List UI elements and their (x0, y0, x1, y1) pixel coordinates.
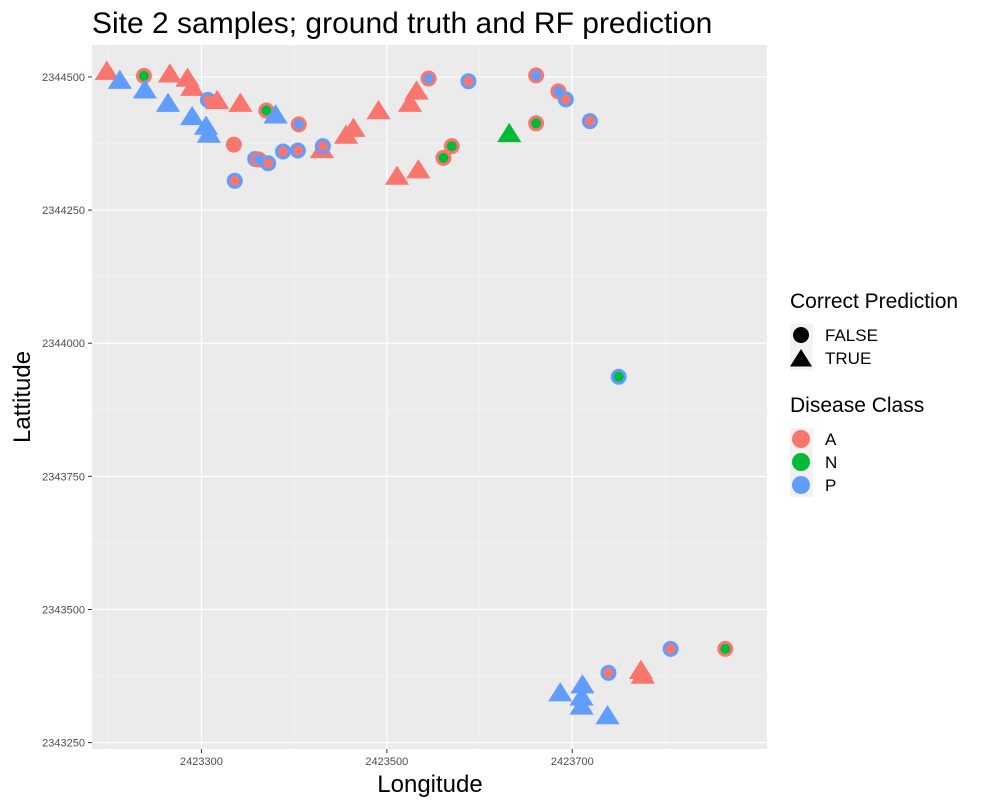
data-point-prediction (261, 105, 272, 116)
grid-lines (92, 45, 767, 749)
chart-title: Site 2 samples; ground truth and RF pred… (92, 7, 712, 40)
y-tick-label: 2343750 (42, 471, 85, 483)
data-point-prediction (438, 152, 449, 163)
legend-symbol-color (792, 430, 810, 448)
data-point-prediction (560, 94, 571, 105)
data-point-triangle (107, 69, 132, 89)
data-point-prediction (229, 175, 240, 186)
y-tick-label: 2344250 (42, 205, 85, 217)
data-point-triangle (205, 89, 230, 110)
data-point-triangle (548, 682, 573, 702)
data-point-prediction (317, 141, 328, 152)
data-point-triangle (404, 80, 429, 100)
legend-title: Disease Class (790, 394, 924, 417)
data-point-triangle (630, 664, 655, 684)
data-point-triangle (569, 695, 594, 715)
x-tick-label: 2423700 (551, 756, 594, 768)
data-point-triangle (228, 92, 253, 112)
data-point-triangle (406, 159, 431, 179)
data-point-triangle (180, 105, 205, 126)
data-point-prediction (531, 118, 542, 129)
y-tick-label: 2344000 (42, 338, 85, 350)
y-tick-label: 2343250 (42, 738, 85, 750)
data-point-prediction (446, 141, 457, 152)
legend-symbol-triangle (790, 349, 812, 367)
legend-symbol-color (792, 453, 810, 471)
y-tick-label: 2344500 (42, 72, 85, 84)
data-point-triangle (155, 92, 181, 112)
data-point-triangle (384, 165, 410, 185)
legend: Correct Prediction FALSE TRUE Disease Class… (790, 290, 958, 497)
data-point-triangle (397, 92, 423, 112)
data-point-prediction (603, 667, 614, 678)
legend-title: Correct Prediction (790, 290, 958, 313)
data-point-triangle (157, 63, 182, 83)
data-point-triangle (196, 123, 221, 143)
data-point-prediction (293, 119, 304, 130)
plot-panel (92, 45, 767, 749)
data-point-prediction (423, 73, 434, 84)
legend-symbol-color (792, 476, 810, 494)
legend-label: P (825, 476, 836, 495)
data-point-prediction (292, 145, 303, 156)
data-point-prediction (463, 76, 474, 87)
x-tick-label: 2423500 (365, 756, 408, 768)
data-point-prediction (584, 116, 595, 127)
data-point-triangle (570, 674, 595, 694)
data-point-prediction (263, 158, 274, 169)
data-point-prediction (278, 146, 289, 157)
y-tick-label: 2343500 (42, 604, 85, 616)
data-point-triangle (595, 704, 620, 725)
legend-label: N (825, 453, 837, 472)
data-point-prediction (228, 139, 239, 150)
legend-label: FALSE (825, 326, 878, 345)
data-point-triangle (341, 117, 366, 137)
data-point-prediction (531, 70, 542, 81)
data-point-triangle (497, 122, 522, 143)
data-points (94, 60, 734, 725)
data-point-prediction (613, 371, 624, 382)
data-point-triangle (132, 79, 157, 99)
axis-ticks: 2423300 2423500 2423700 2343250 2343500 23437… (42, 72, 594, 768)
data-point-prediction (665, 643, 676, 654)
data-point-prediction (138, 70, 149, 81)
data-point-triangle (366, 100, 391, 120)
data-point-triangle (180, 76, 205, 96)
x-tick-label: 2423300 (180, 756, 223, 768)
legend-label: TRUE (825, 349, 871, 368)
legend-label: A (825, 430, 837, 449)
legend-symbol-circle (793, 327, 809, 343)
y-axis-title: Lattitude (9, 351, 36, 443)
data-point-triangle (263, 104, 288, 124)
data-point-prediction (720, 643, 731, 654)
x-axis-title: Longitude (377, 771, 482, 798)
data-point-triangle (94, 60, 119, 80)
